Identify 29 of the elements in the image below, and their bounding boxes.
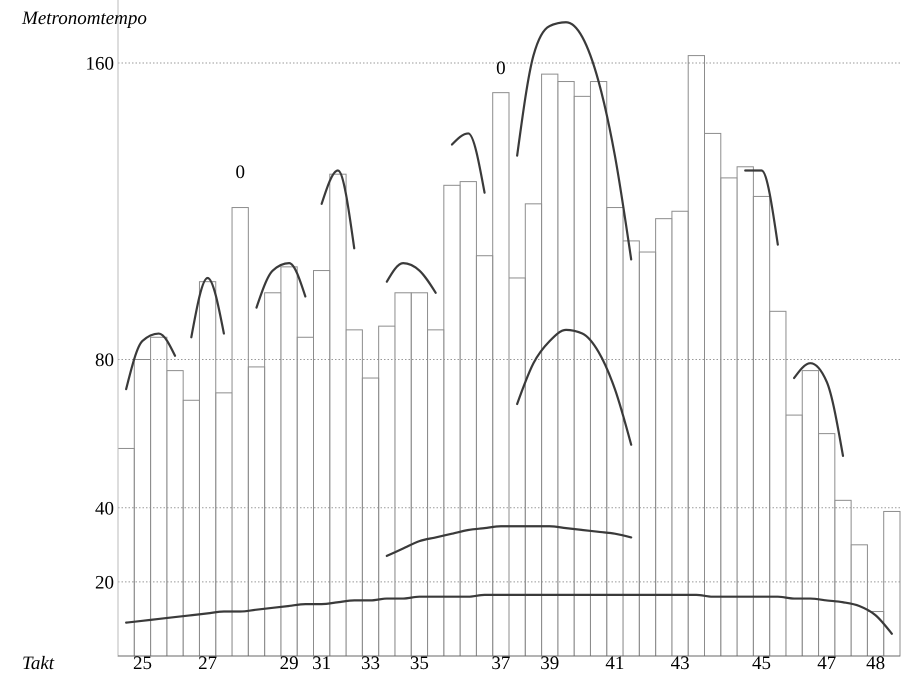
x-tick-label: 35 [410, 653, 429, 674]
y-tick-label: 160 [86, 54, 114, 75]
line-series [793, 362, 844, 457]
line-series [386, 525, 632, 558]
annotation: 0 [496, 58, 506, 80]
x-tick-label: 29 [280, 653, 299, 674]
x-tick-label: 48 [866, 653, 886, 674]
x-axis-title: Takt [22, 653, 55, 674]
x-tick-label: 39 [540, 653, 560, 674]
y-axis-title: Metronomtempo [21, 8, 147, 29]
x-tick-label: 37 [491, 653, 510, 674]
y-tick-label: 80 [95, 350, 114, 372]
x-tick-label: 45 [752, 653, 772, 674]
x-tick-label: 47 [817, 653, 836, 674]
line-series [516, 21, 632, 261]
x-tick-label: 25 [132, 653, 152, 674]
x-tick-label: 33 [361, 653, 380, 674]
x-tick-label: 43 [670, 653, 690, 674]
line-series [125, 594, 893, 635]
x-tick-label: 27 [198, 653, 218, 674]
line-series [125, 332, 176, 390]
annotation: 0 [235, 162, 245, 183]
y-tick-label: 20 [95, 572, 114, 594]
x-tick-label: 31 [312, 653, 332, 674]
x-tick-label: 41 [605, 653, 624, 674]
line-series [386, 262, 437, 294]
line-series [516, 328, 632, 446]
y-tick-label: 40 [95, 498, 114, 520]
line-series [255, 262, 306, 309]
